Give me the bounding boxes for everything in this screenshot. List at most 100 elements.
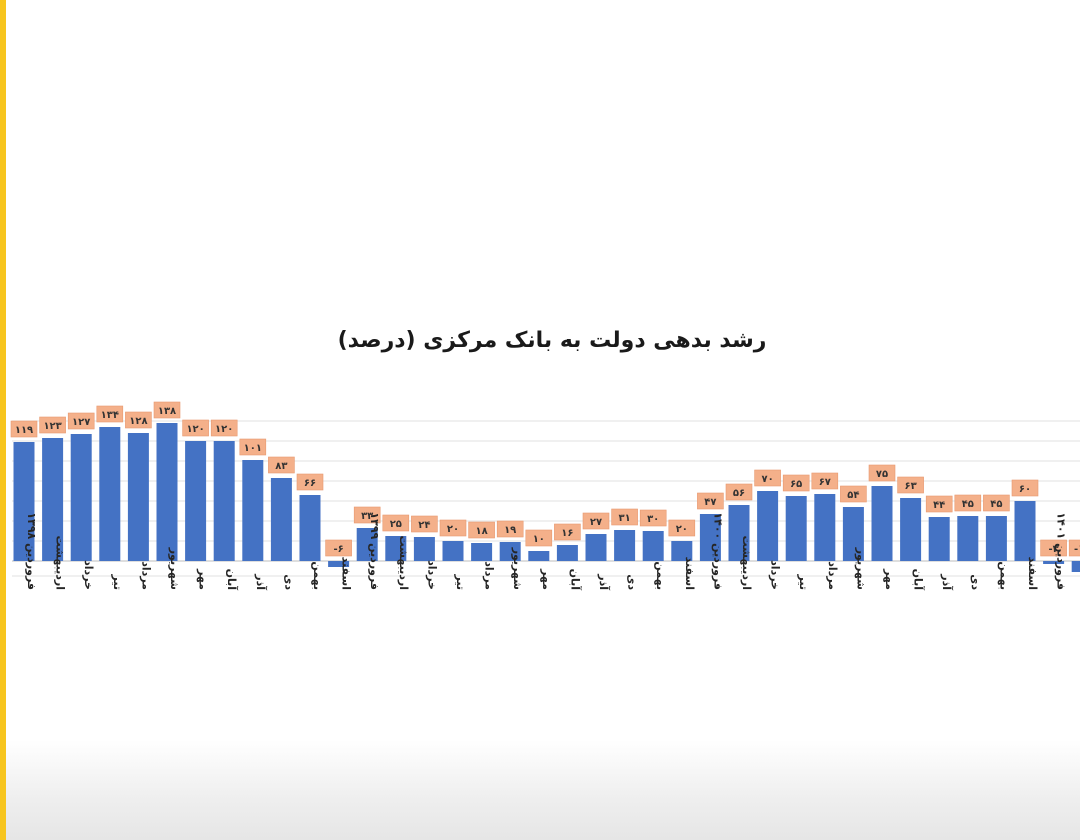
data-label-box bbox=[153, 401, 181, 419]
data-label: ۱۳۸ bbox=[153, 401, 181, 419]
x-tick-label: تیر bbox=[111, 574, 124, 590]
bar bbox=[957, 516, 979, 561]
x-tick-label: خرداد bbox=[425, 560, 438, 590]
data-label-box bbox=[697, 492, 724, 510]
bar bbox=[1014, 501, 1036, 561]
bars bbox=[13, 423, 1080, 572]
data-label: ۷۰ bbox=[754, 469, 781, 487]
bar bbox=[442, 541, 464, 561]
bar bbox=[556, 545, 578, 561]
data-label-box bbox=[840, 485, 867, 503]
data-label: ۱۳۴ bbox=[96, 405, 124, 423]
x-tick-label: شهریور bbox=[854, 547, 867, 590]
bar bbox=[528, 551, 550, 561]
bar bbox=[928, 517, 950, 561]
x-tick-label: فروردین ۱۴۰۰ bbox=[711, 512, 724, 590]
x-tick-label: اردیبهشت bbox=[397, 536, 410, 590]
bar bbox=[1043, 561, 1065, 564]
bar bbox=[900, 498, 922, 561]
data-label-box bbox=[268, 456, 295, 474]
data-label: -۶ bbox=[325, 539, 352, 557]
x-tick-label: مرداد bbox=[483, 561, 496, 590]
data-label-text: ۲۴ bbox=[418, 520, 430, 531]
x-tick-label: مرداد bbox=[826, 561, 839, 590]
data-label: ۱۲۷ bbox=[67, 412, 95, 430]
bar bbox=[671, 541, 693, 561]
x-tick-label: اسفند bbox=[340, 557, 353, 590]
data-label-box bbox=[325, 539, 352, 557]
data-label: ۱۲۳ bbox=[39, 416, 66, 434]
data-label: ۳۱ bbox=[611, 508, 638, 526]
bar bbox=[728, 505, 750, 561]
x-tick-label: اردیبهشت bbox=[740, 536, 753, 590]
bar bbox=[99, 427, 121, 561]
data-label-text: ۶۵ bbox=[790, 479, 802, 490]
data-label: ۱۱۹ bbox=[10, 420, 38, 438]
data-label-box bbox=[954, 494, 982, 512]
bar bbox=[614, 530, 636, 561]
data-label-text: ۱۲۸ bbox=[129, 416, 147, 427]
x-tick-label: اسفند bbox=[683, 557, 696, 590]
bar bbox=[42, 438, 64, 561]
x-tick-label: مهر bbox=[540, 568, 553, 590]
x-tick-label: مرداد bbox=[139, 561, 152, 590]
x-tick-label: آبان bbox=[568, 569, 582, 591]
x-tick-label: اردیبهشت bbox=[54, 536, 67, 590]
data-label: ۴۵ bbox=[954, 494, 982, 512]
bar bbox=[328, 561, 350, 567]
data-label-text: ۱۲۳ bbox=[43, 421, 61, 432]
x-tick-label: فروردین ۱۳۹۹ bbox=[368, 512, 381, 590]
data-label-text: ۶۰ bbox=[1019, 484, 1031, 495]
x-tick-label: فروردین ۱۴۰۱ bbox=[1055, 512, 1068, 590]
data-label-box bbox=[811, 472, 839, 490]
data-label-box bbox=[182, 419, 209, 437]
data-label-text: ۱۶ bbox=[561, 528, 573, 539]
data-label-text: ۸۳ bbox=[275, 461, 287, 472]
chart-title: رشد بدهی دولت به بانک مرکزی (درصد) bbox=[338, 328, 767, 353]
data-label-text: ۲۰ bbox=[447, 524, 459, 535]
data-label-box bbox=[925, 495, 953, 513]
data-label: ۴۴ bbox=[925, 495, 953, 513]
data-label: ۶۷ bbox=[811, 472, 839, 490]
data-label-text: ۶۶ bbox=[304, 478, 316, 489]
data-label-text: -۳ bbox=[1048, 544, 1058, 555]
data-label-text: ۶۷ bbox=[819, 477, 831, 488]
data-label: ۳۰ bbox=[639, 509, 667, 527]
data-label-text: ۱۰۱ bbox=[244, 443, 262, 454]
bar-chart: رشد بدهی دولت به بانک مرکزی (درصد) ۱۱۹ ۱۲… bbox=[10, 328, 1080, 591]
data-label-text: -۶ bbox=[333, 544, 343, 555]
data-label-box bbox=[1068, 539, 1080, 557]
data-label-box bbox=[353, 506, 381, 524]
data-label: ۲۵ bbox=[382, 514, 410, 532]
data-label: ۱۸ bbox=[468, 521, 495, 539]
data-label-box bbox=[210, 419, 238, 437]
data-label: ۳۳ bbox=[353, 506, 381, 524]
x-tick-labels: فروردین ۱۳۹۸ اردیبهشت خرداد تیر مرداد شهریور م… bbox=[25, 512, 1068, 591]
data-label-text: ۴۷ bbox=[704, 497, 716, 508]
bar bbox=[642, 531, 664, 561]
data-label-text: ۷۰ bbox=[761, 474, 773, 485]
data-label-box bbox=[67, 412, 95, 430]
bar bbox=[185, 441, 207, 561]
data-label-box bbox=[754, 469, 781, 487]
data-label-text: ۲۵ bbox=[390, 519, 402, 530]
data-label-box bbox=[611, 508, 638, 526]
bar bbox=[242, 460, 264, 561]
x-tick-label: آذر bbox=[254, 573, 268, 590]
data-label: ۱۰ bbox=[525, 529, 553, 547]
x-tick-label: آذر bbox=[940, 573, 954, 590]
bar bbox=[70, 434, 92, 561]
data-label-box bbox=[496, 520, 524, 538]
bar bbox=[785, 496, 807, 561]
bar bbox=[156, 423, 178, 561]
data-label-box bbox=[1040, 539, 1067, 557]
x-tick-label: آبان bbox=[912, 569, 926, 591]
x-tick-label: شهریور bbox=[168, 547, 181, 590]
bar bbox=[13, 442, 35, 561]
data-label: ۸۳ bbox=[268, 456, 295, 474]
bar bbox=[871, 486, 893, 561]
data-label-box bbox=[125, 411, 152, 429]
bar bbox=[814, 494, 836, 561]
data-label-text: ۱۳۴ bbox=[101, 410, 119, 421]
